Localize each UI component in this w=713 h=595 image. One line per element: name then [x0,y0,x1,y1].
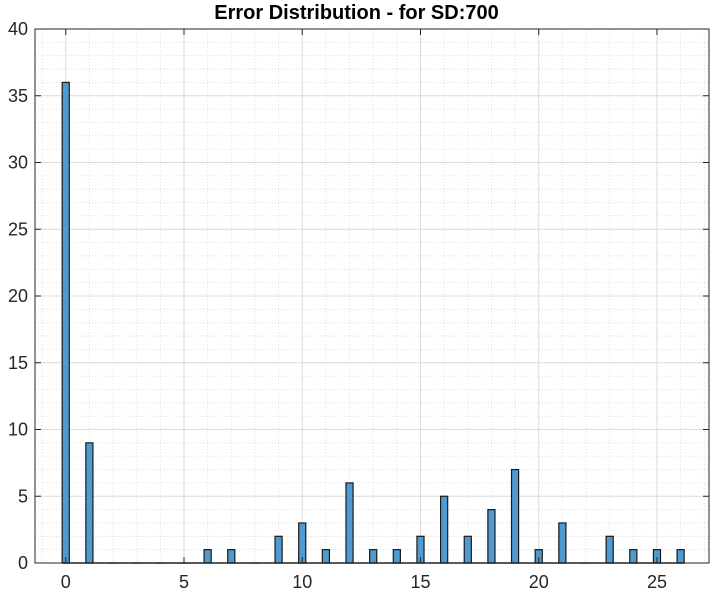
bar [61,81,70,564]
y-tick-label: 20 [8,286,28,306]
bar [203,549,212,564]
x-tick-label: 15 [410,572,430,592]
bar [439,495,449,564]
chart-title: Error Distribution - for SD:700 [214,2,499,24]
bar [345,482,354,564]
y-tick-label: 30 [8,153,28,173]
x-tick-label: 25 [647,572,667,592]
y-tick-label: 25 [8,219,28,239]
x-tick-label: 0 [61,572,71,592]
y-tick-label: 0 [18,553,28,573]
bar [605,535,614,564]
bar [487,509,496,564]
x-tick-label: 10 [292,572,312,592]
x-tick-label: 5 [179,572,189,592]
y-tick-label: 35 [8,86,28,106]
bar [369,549,378,564]
bar [85,442,94,564]
x-tick-label: 20 [529,572,549,592]
bar [298,522,307,564]
bar [227,549,236,564]
y-tick-label: 5 [18,486,28,506]
bar [274,535,283,564]
bar [558,522,567,564]
bar [510,468,520,564]
bar [321,549,331,564]
bar [392,549,401,564]
bar [629,549,638,564]
bar [676,549,685,564]
y-tick-label: 40 [8,19,28,39]
y-tick-label: 15 [8,353,28,373]
bar [463,535,472,564]
y-tick-label: 10 [8,420,28,440]
